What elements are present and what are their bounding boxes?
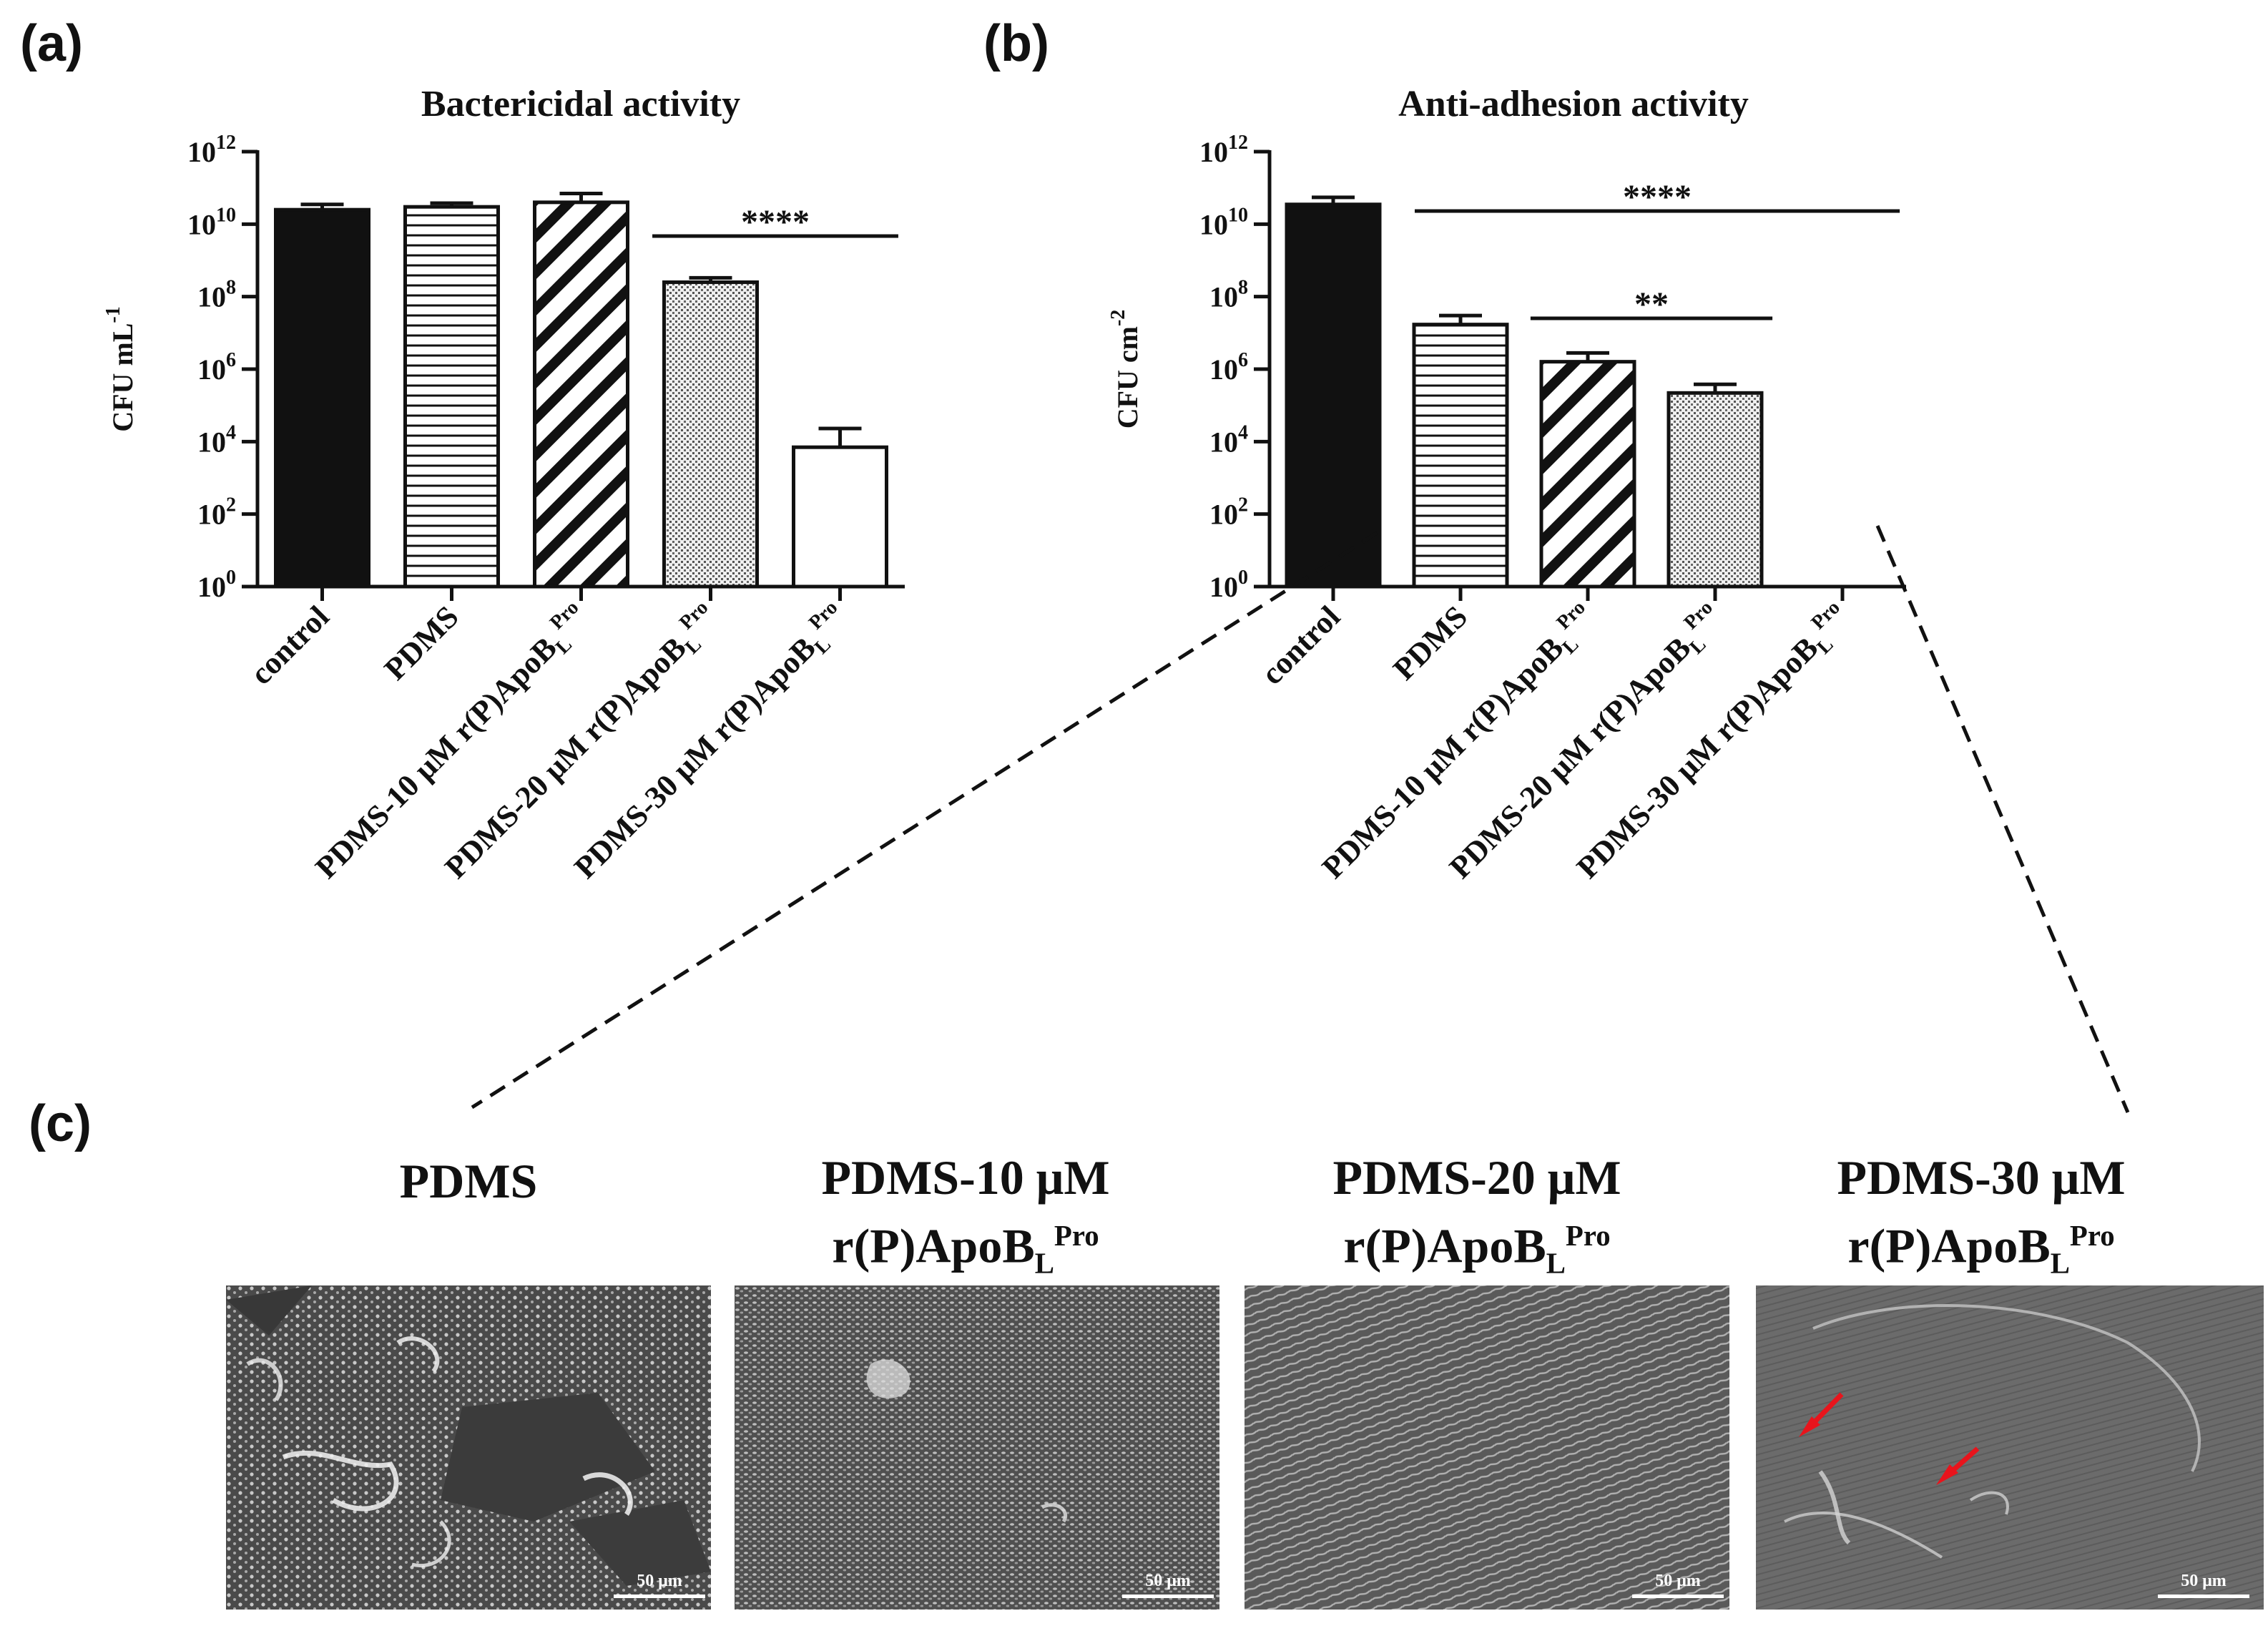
y-tick-label: 1012 <box>187 132 236 168</box>
x-tick-label: PDMS-10 μM r(P)ApoBLPro <box>306 597 599 889</box>
y-tick-label: 1010 <box>1199 204 1248 240</box>
y-tick-label: 106 <box>197 349 236 386</box>
y-axis-label: CFU mL-1 <box>102 306 139 432</box>
x-tick-label: PDMS <box>378 599 466 687</box>
x-tick-label: control <box>1255 599 1347 691</box>
panel-label-c: (c) <box>29 1095 92 1152</box>
scale-label: 50 μm <box>2181 1572 2227 1590</box>
sem-image-20um: 50 μm <box>1245 1285 1729 1610</box>
x-tick-label: control <box>243 599 335 691</box>
bar <box>533 200 629 589</box>
y-axis-label: CFU cm-2 <box>1107 310 1144 429</box>
scale-label: 50 μm <box>1145 1572 1191 1590</box>
sem-image-30um: 50 μm <box>1756 1285 2264 1610</box>
y-tick-label: 104 <box>197 421 236 458</box>
significance-label: **** <box>741 203 810 241</box>
y-tick-label: 104 <box>1209 421 1248 458</box>
chart-title: Bactericidal activity <box>421 84 740 124</box>
significance-label: **** <box>1623 178 1692 216</box>
sem-title-pdms: PDMS <box>399 1154 538 1208</box>
bar <box>1285 202 1382 589</box>
panel-label-b: (b) <box>983 15 1049 72</box>
arrow-marker-2 <box>1936 1446 1980 1485</box>
y-tick-label: 100 <box>197 567 236 603</box>
bar <box>1539 360 1636 589</box>
y-tick-label: 106 <box>1209 349 1248 386</box>
x-tick-label: PDMS-20 μM r(P)ApoBLPro <box>436 597 728 889</box>
y-tick-label: 108 <box>1209 277 1248 313</box>
chart-b: Anti-adhesion activity 100 102 104 106 108 101… <box>1107 84 1906 889</box>
scale-label: 50 μm <box>1655 1572 1701 1590</box>
bar-charts: Bactericidal activity 100 102 104 106 108 1010… <box>102 84 1906 889</box>
y-tick-label: 102 <box>197 494 236 531</box>
sem-image-pdms: 50 μm <box>226 1285 711 1610</box>
sem-title-20um: PDMS-20 μM r(P)ApoBLPro <box>1332 1150 1621 1280</box>
x-tick-label: PDMS-30 μM r(P)ApoBLPro <box>565 597 858 889</box>
sem-title-10um: PDMS-10 μM r(P)ApoBLPro <box>821 1150 1110 1280</box>
x-tick-label: PDMS-30 μM r(P)ApoBLPro <box>1567 597 1860 889</box>
bar <box>274 207 370 589</box>
x-tick-label: PDMS <box>1386 599 1474 687</box>
bar <box>1412 323 1509 589</box>
y-tick-label: 1010 <box>187 204 236 240</box>
significance-label: ** <box>1634 285 1669 323</box>
sem-image-10um: 50 μm <box>735 1285 1219 1610</box>
scale-label: 50 μm <box>637 1572 682 1590</box>
arrow-marker-1 <box>1799 1392 1844 1437</box>
y-tick-label: 108 <box>197 277 236 313</box>
chart-a: Bactericidal activity 100 102 104 106 108 1010… <box>102 84 905 889</box>
y-tick-label: 1012 <box>1199 132 1248 168</box>
chart-title: Anti-adhesion activity <box>1398 84 1749 124</box>
panel-label-a: (a) <box>20 15 83 72</box>
y-tick-label: 100 <box>1209 567 1248 603</box>
bar <box>792 445 888 589</box>
y-tick-label: 102 <box>1209 494 1248 531</box>
bar <box>662 280 759 589</box>
sem-title-30um: PDMS-30 μM r(P)ApoBLPro <box>1837 1150 2126 1280</box>
bar <box>1666 391 1764 589</box>
bar <box>403 205 500 589</box>
